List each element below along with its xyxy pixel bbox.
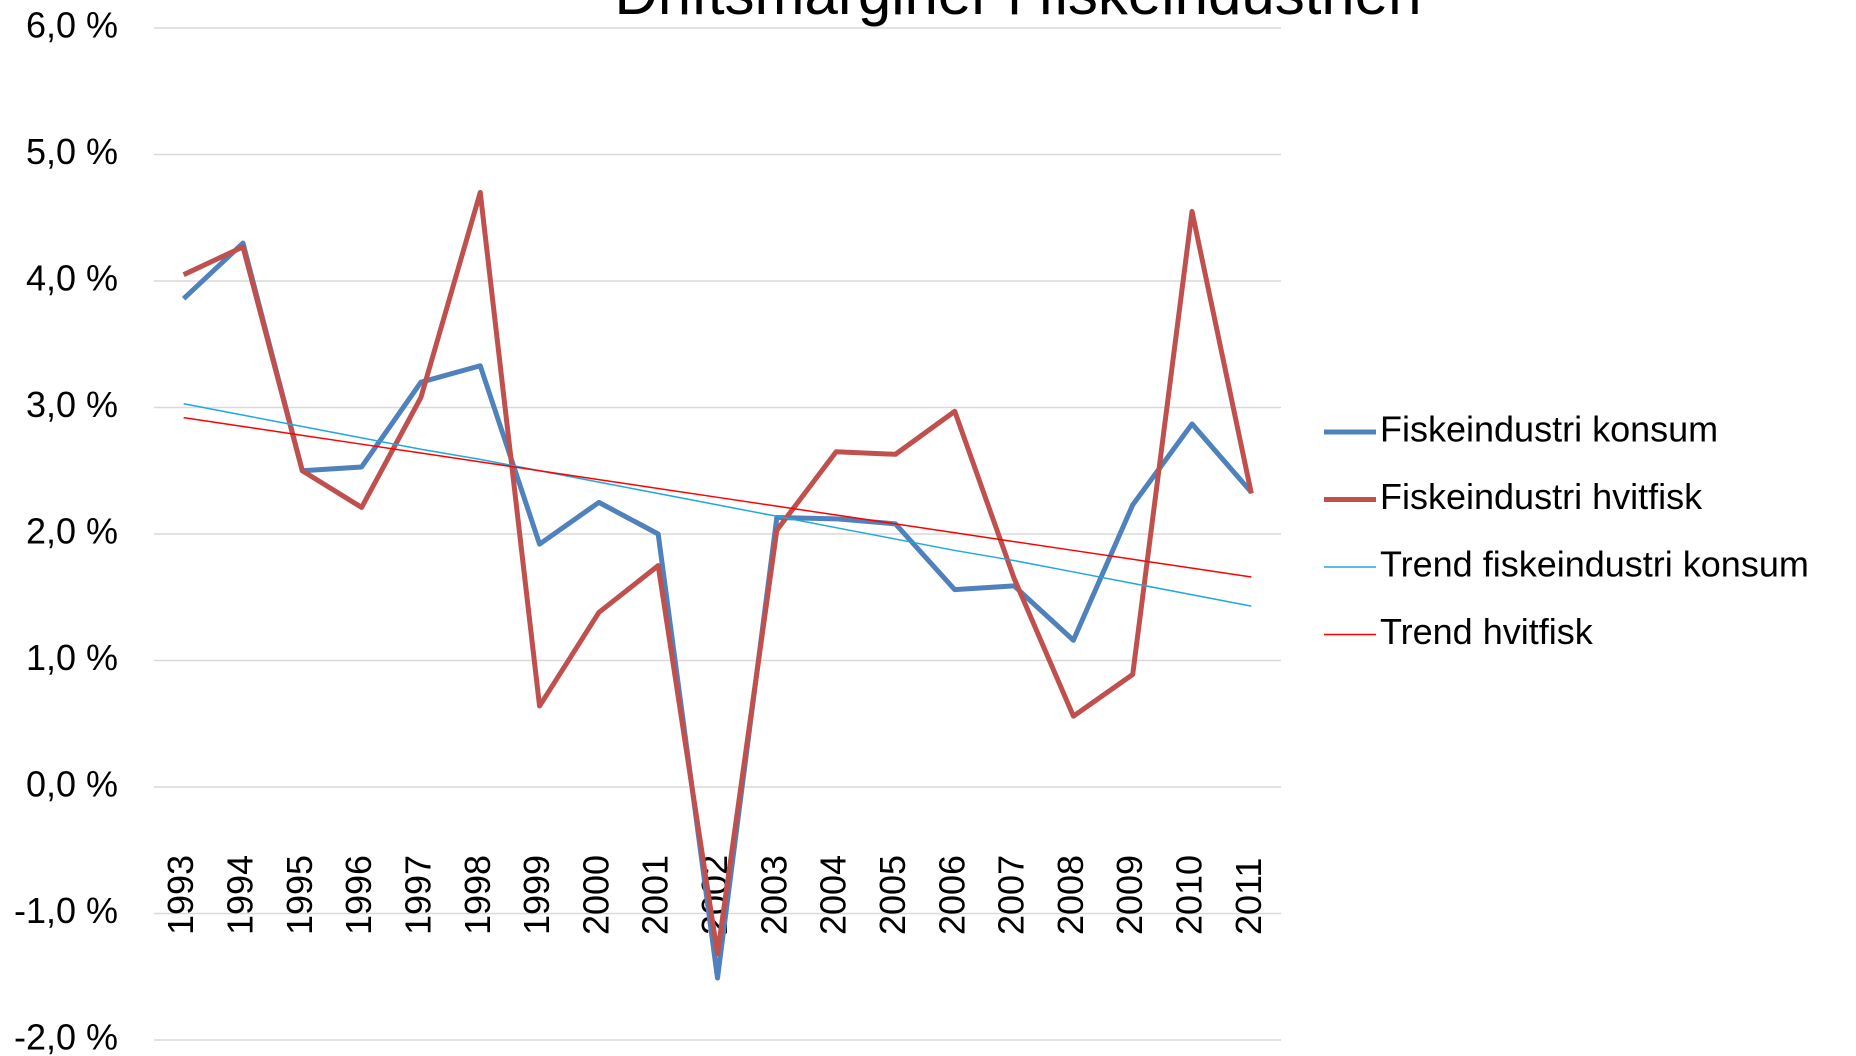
x-tick-label: 2008 [1050,855,1091,935]
x-tick-label: 1998 [457,855,498,935]
x-tick-label: 1996 [338,855,379,935]
x-tick-label: 2007 [991,855,1032,935]
legend-label: Trend fiskeindustri konsum [1380,544,1809,585]
y-tick-label: 1,0 % [26,637,118,678]
legend-label: Fiskeindustri hvitfisk [1380,476,1703,517]
x-tick-label: 2011 [1228,858,1269,935]
x-tick-label: 2001 [635,855,676,935]
y-tick-label: 3,0 % [26,384,118,425]
line-series [183,416,1252,578]
x-tick-label: 2004 [813,855,854,935]
line-series [181,240,1254,981]
y-tick-label: 2,0 % [26,511,118,552]
legend-label: Trend hvitfisk [1380,611,1594,652]
x-tick-label: 1993 [160,855,201,935]
x-tick-label: 1999 [516,855,557,935]
y-tick-label: -2,0 % [14,1017,118,1056]
y-tick-label: 0,0 % [26,764,118,805]
y-tick-label: -1,0 % [14,890,118,931]
x-tick-label: 2003 [753,855,794,935]
y-tick-label: 5,0 % [26,131,118,172]
x-tick-label: 1997 [397,855,438,935]
chart-title: Driftsmarginer i fiskeindustrien [615,0,1422,27]
legend-label: Fiskeindustri konsum [1380,409,1718,450]
x-tick-label: 1995 [279,855,320,935]
line-series [183,402,1252,607]
x-tick-label: 2005 [872,855,913,935]
y-tick-label: 4,0 % [26,258,118,299]
x-tick-label: 2006 [931,855,972,935]
y-tick-label: 6,0 % [26,5,118,46]
x-tick-label: 2010 [1169,855,1210,935]
x-tick-label: 2009 [1109,855,1150,935]
x-tick-label: 2000 [575,855,616,935]
line-series [182,189,1254,957]
x-tick-label: 1994 [219,855,260,935]
